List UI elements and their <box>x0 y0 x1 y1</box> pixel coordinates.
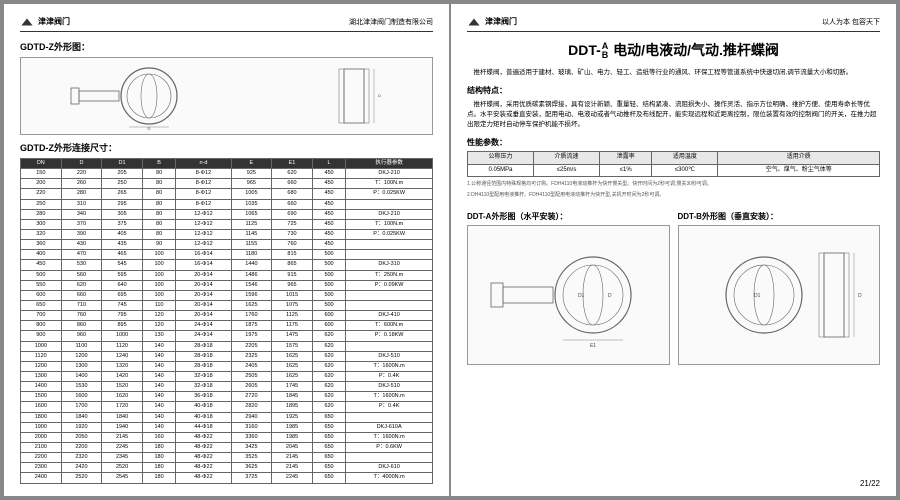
table-row: 900960100013024-Φ1419751475620P：0.18KW <box>21 331 433 341</box>
table-row: 18001840184014040-Φ1829401925650 <box>21 412 433 422</box>
svg-text:D: D <box>608 293 612 299</box>
table-row: 80086089512024-Φ1418751175600T：600N.m <box>21 321 433 331</box>
ddt-b-diagram: D D1 <box>678 225 881 365</box>
product-title: DDT-AB 电动/电液动/气动.推杆蝶阀 <box>467 40 880 60</box>
table-row: 2803403058012-Φ121065690450DKJ-210 <box>21 209 433 219</box>
brand-name: 津津阀门 <box>485 16 517 27</box>
table-row: 12001300132014028-Φ1824051625620T：1600N.… <box>21 361 433 371</box>
col-header: E1 <box>272 159 313 169</box>
company-name: 湖北津津阀门制造有限公司 <box>349 17 433 27</box>
col-header: E <box>231 159 272 169</box>
table-row: 3604304359012-Φ121155760450 <box>21 240 433 250</box>
note-2: 2.DH4110型配用电液推杆。FDH4110型配用电液动推杆为快开型,关机开时… <box>467 192 880 199</box>
logo-icon <box>467 17 481 27</box>
valve-side-view: D <box>324 61 384 131</box>
table-row: 13001400142014032-Φ1825051625620P：0.4K <box>21 371 433 381</box>
table-row: 20002050214516048-Φ2233601985650T：1600N.… <box>21 432 433 442</box>
table-row: 55062064010020-Φ141546965500P：0.09KW <box>21 280 433 290</box>
left-page: 津津阀门 湖北津津阀门制造有限公司 GDTD-Z外形图： D D GDTD-Z外… <box>4 4 449 496</box>
page-number: 21/22 <box>860 479 880 488</box>
structure-paragraph: 推杆蝶阀，采用优质碳素钢焊接，具有设计新颖、重量轻、结构紧凑、流阻损失小、操作灵… <box>467 100 880 131</box>
table-row: 150220205808-Φ12925620450DKJ-210 <box>21 169 433 179</box>
table-row: 23002420252018048-Φ2236252145650DKJ-610 <box>21 463 433 473</box>
table-row: 250310295808-Φ121035660450 <box>21 199 433 209</box>
spec-heading: 性能参数： <box>467 137 880 148</box>
dimension-table: DNDD1Bn-dEE1L执行器参数 150220205808-Φ1292562… <box>20 158 433 484</box>
table-row: 3003703758012-Φ121125725450T：100N.m <box>21 219 433 229</box>
svg-text:E1: E1 <box>590 343 596 349</box>
diagram-a-title: DDT-A外形图（水平安装）： <box>467 211 670 222</box>
table-row: 11201200124014028-Φ1823251625620DKJ-510 <box>21 351 433 361</box>
structure-heading: 结构特点： <box>467 85 880 96</box>
table-row: 10001100112014028-Φ1822051575620 <box>21 341 433 351</box>
col-header: L <box>312 159 345 169</box>
table-row: 14001530152014032-Φ1826051745620DKJ-510 <box>21 382 433 392</box>
valve-front-view: D <box>69 61 229 131</box>
table-row: 40047046510016-Φ141180815500 <box>21 250 433 260</box>
table-row: 19001920194014044-Φ1831601985650DKJ-610A <box>21 422 433 432</box>
diagram-b-title: DDT-B外形图（垂直安装）： <box>678 211 881 222</box>
col-header: D <box>61 159 102 169</box>
table-row: 60066069510020-Φ1415961015500 <box>21 290 433 300</box>
table-row: 70076079512020-Φ1417601125600DKJ-410 <box>21 311 433 321</box>
svg-text:D: D <box>378 93 381 98</box>
intro-paragraph: 推杆蝶阀，普遍适用于建材、玻璃、矿山、电力、轻工、造纸等行业的通风、环保工程等管… <box>467 68 880 78</box>
table-row: 220280265808-Φ121005680450P：0.025KW <box>21 189 433 199</box>
table-row: 21002200224518048-Φ2234252045650P：0.6KW <box>21 442 433 452</box>
col-header: 泄露率 <box>600 151 652 164</box>
col-header: n-d <box>176 159 231 169</box>
col-header: 公称压力 <box>468 151 534 164</box>
page-header: 津津阀门 以人为本 包容天下 <box>467 16 880 32</box>
brand-name: 津津阀门 <box>38 16 70 27</box>
model-fraction: AB <box>602 42 609 60</box>
table-row: 24002520254518048-Φ2237252245650T：4000N.… <box>21 473 433 483</box>
ddt-a-diagram: D1 D E1 <box>467 225 670 365</box>
table-row: 200260250808-Φ12965660450T：100N.m <box>21 179 433 189</box>
col-header: D1 <box>102 159 143 169</box>
note-1: 1.公称通径范围内特殊规格均可订购。FDH4110电液动推杆为快开慢关型。快开时… <box>467 181 880 188</box>
table-row: 16001700172014040-Φ1828201895620P：0.4K <box>21 402 433 412</box>
slogan: 以人为本 包容天下 <box>822 17 880 27</box>
section-title-table: GDTD-Z外形连接尺寸： <box>20 141 433 154</box>
gdtd-z-diagram: D D <box>20 57 433 135</box>
svg-text:D: D <box>858 293 862 299</box>
col-header: 适用介质 <box>718 151 880 164</box>
section-title-diagram: GDTD-Z外形图： <box>20 40 433 53</box>
col-header: 执行器参数 <box>346 159 433 169</box>
spec-table: 公称压力介质流速泄露率适用温度适用介质 0.05MPa≤25m/s≤1%≤300… <box>467 151 880 178</box>
diagram-row: DDT-A外形图（水平安装）： D1 D E1 DDT-B外形图（垂直安装）： … <box>467 205 880 365</box>
table-row: 50056059510020-Φ141486915500T：250N.m <box>21 270 433 280</box>
logo-icon <box>20 17 34 27</box>
table-row: 15001600162014036-Φ1827201845620T：1600N.… <box>21 392 433 402</box>
table-row: 3203904058012-Φ121145730450P：0.025KW <box>21 229 433 239</box>
col-header: DN <box>21 159 62 169</box>
svg-text:D1: D1 <box>578 293 585 299</box>
col-header: B <box>142 159 175 169</box>
table-row: 65071074511020-Φ1416251075500 <box>21 300 433 310</box>
svg-text:D1: D1 <box>754 293 761 299</box>
page-header: 津津阀门 湖北津津阀门制造有限公司 <box>20 16 433 32</box>
col-header: 适用温度 <box>652 151 718 164</box>
svg-text:D: D <box>147 126 150 131</box>
brand-logo: 津津阀门 <box>467 16 517 27</box>
table-row: 22002320234518048-Φ2235252145650 <box>21 453 433 463</box>
right-page: 津津阀门 以人为本 包容天下 DDT-AB 电动/电液动/气动.推杆蝶阀 推杆蝶… <box>451 4 896 496</box>
col-header: 介质流速 <box>534 151 600 164</box>
table-row: 45053054510016-Φ141440865500DKJ-310 <box>21 260 433 270</box>
brand-logo: 津津阀门 <box>20 16 70 27</box>
